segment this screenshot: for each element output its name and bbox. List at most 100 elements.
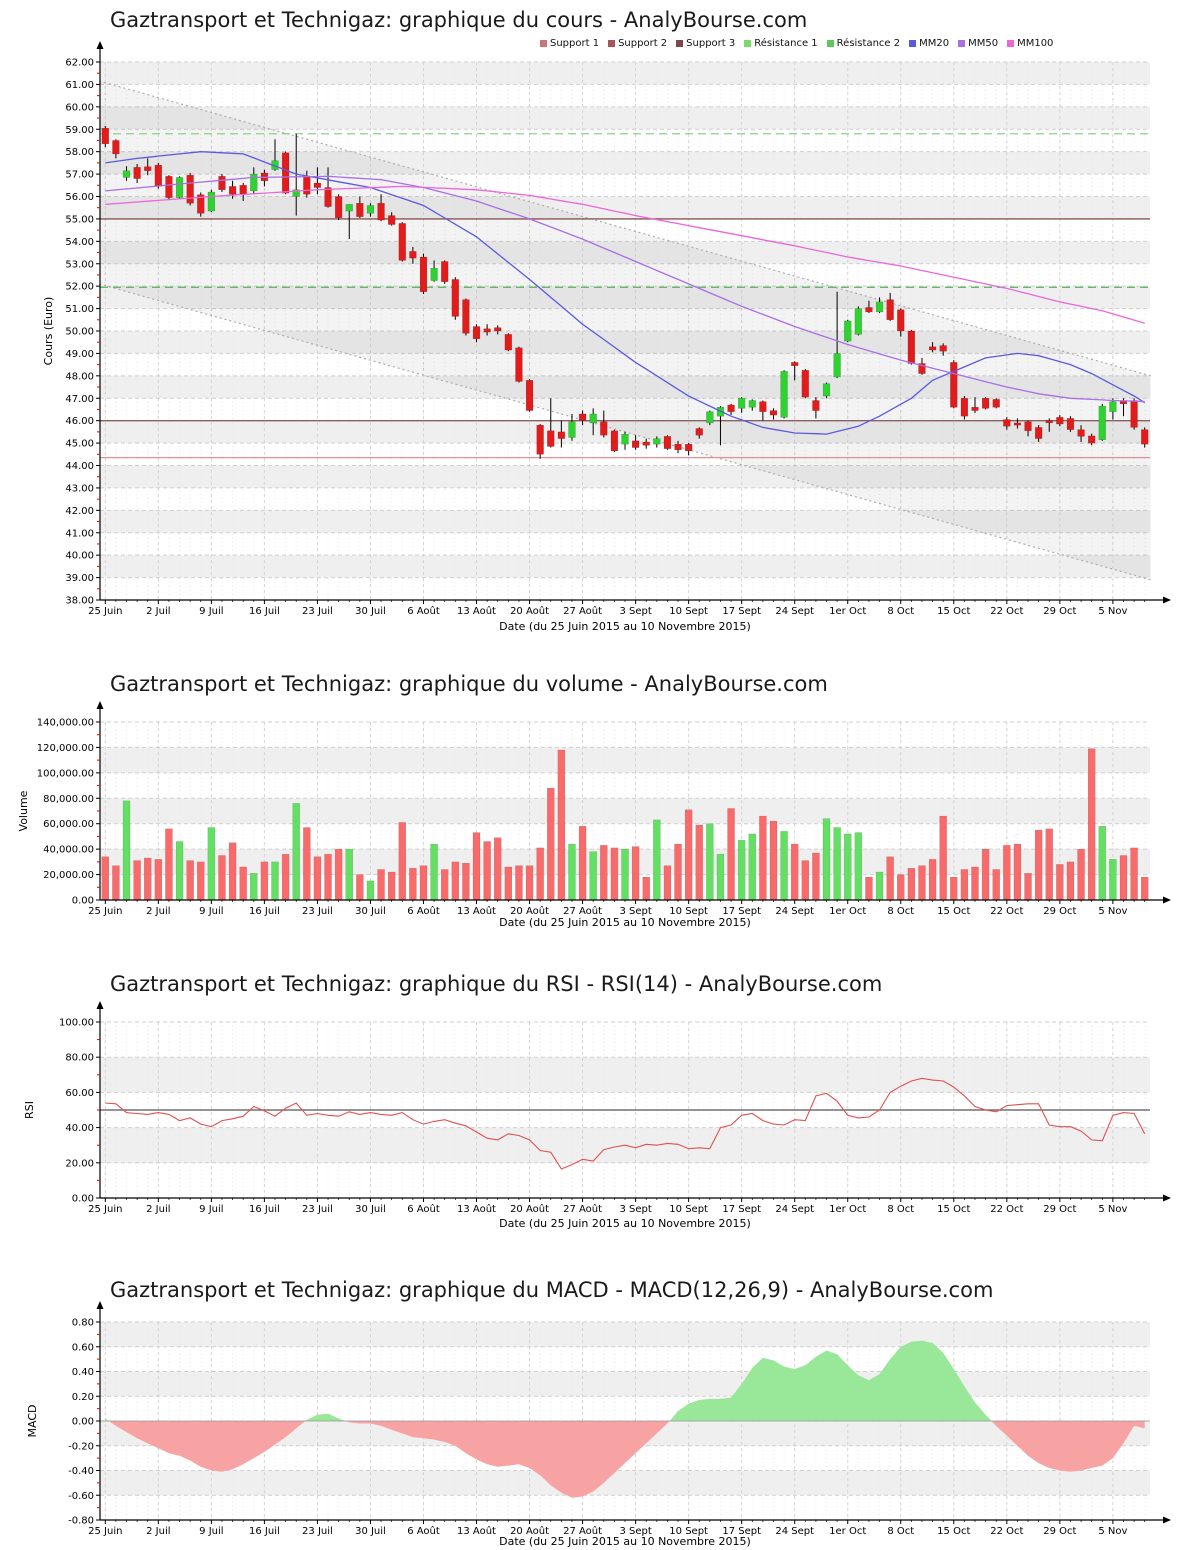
svg-text:24 Sept: 24 Sept	[775, 1204, 814, 1215]
svg-text:58.00: 58.00	[65, 147, 94, 158]
rsi-line-chart: 0.00 20.00 40.00 60.00 80.00 100.00 25 Juin 2 J…	[23, 1001, 1171, 1215]
legend-label: Support 1	[550, 38, 600, 49]
svg-text:25 Juin: 25 Juin	[88, 1204, 122, 1215]
svg-text:57.00: 57.00	[65, 170, 94, 181]
legend-label: MM20	[919, 38, 950, 49]
svg-text:59.00: 59.00	[65, 125, 94, 136]
svg-text:0.40: 0.40	[72, 1367, 94, 1378]
svg-text:0.20: 0.20	[72, 1392, 94, 1403]
svg-text:52.00: 52.00	[65, 282, 94, 293]
svg-text:5 Nov: 5 Nov	[1098, 906, 1127, 917]
svg-text:1er Oct: 1er Oct	[829, 1526, 866, 1537]
svg-text:40,000.00: 40,000.00	[43, 845, 94, 856]
svg-text:13 Août: 13 Août	[457, 905, 496, 917]
svg-text:16 Juil: 16 Juil	[249, 906, 280, 917]
svg-text:56.00: 56.00	[65, 192, 94, 203]
svg-text:25 Juin: 25 Juin	[88, 1526, 122, 1537]
svg-text:10 Sept: 10 Sept	[669, 906, 708, 917]
svg-text:30 Juil: 30 Juil	[355, 906, 386, 917]
legend-swatch-icon	[909, 40, 917, 47]
svg-text:42.00: 42.00	[65, 506, 94, 517]
macd-chart-title: Gaztransport et Technigaz: graphique du …	[110, 1278, 994, 1302]
svg-text:9 Juil: 9 Juil	[199, 1526, 223, 1537]
svg-text:3 Sept: 3 Sept	[619, 1526, 651, 1537]
svg-text:60,000.00: 60,000.00	[43, 819, 94, 830]
svg-text:29 Oct: 29 Oct	[1043, 906, 1076, 917]
svg-text:100.00: 100.00	[59, 1018, 94, 1029]
svg-text:8 Oct: 8 Oct	[887, 906, 914, 917]
svg-text:22 Oct: 22 Oct	[990, 1204, 1023, 1215]
svg-text:17 Sept: 17 Sept	[722, 906, 761, 917]
svg-text:51.00: 51.00	[65, 304, 94, 315]
svg-text:15 Oct: 15 Oct	[937, 1204, 970, 1215]
legend-swatch-icon	[540, 40, 547, 47]
legend-swatch-icon	[1007, 40, 1015, 47]
svg-text:100,000.00: 100,000.00	[37, 768, 94, 779]
svg-text:29 Oct: 29 Oct	[1043, 606, 1076, 617]
svg-text:22 Oct: 22 Oct	[990, 906, 1023, 917]
svg-text:55.00: 55.00	[65, 214, 94, 225]
svg-text:20.00: 20.00	[65, 1158, 94, 1169]
svg-text:39.00: 39.00	[65, 573, 94, 584]
svg-text:8 Oct: 8 Oct	[887, 1526, 914, 1537]
svg-text:16 Juil: 16 Juil	[249, 1526, 280, 1537]
svg-text:29 Oct: 29 Oct	[1043, 1204, 1076, 1215]
svg-text:30 Juil: 30 Juil	[355, 1204, 386, 1215]
svg-text:5 Nov: 5 Nov	[1098, 606, 1127, 617]
svg-text:120,000.00: 120,000.00	[37, 743, 94, 754]
svg-text:61.00: 61.00	[65, 80, 94, 91]
svg-text:0.00: 0.00	[72, 1417, 94, 1428]
svg-text:20 Août: 20 Août	[510, 1525, 549, 1537]
svg-text:15 Oct: 15 Oct	[937, 1526, 970, 1537]
svg-text:25 Juin: 25 Juin	[88, 606, 122, 617]
svg-text:22 Oct: 22 Oct	[990, 606, 1023, 617]
legend-label: MM50	[968, 38, 999, 49]
legend-label: MM100	[1017, 38, 1054, 49]
svg-price-ylabel: Cours (Euro)	[42, 297, 55, 366]
svg-text:6 Août: 6 Août	[407, 1203, 440, 1215]
legend-item: Support 3	[676, 38, 735, 49]
svg-text:8 Oct: 8 Oct	[887, 1204, 914, 1215]
svg-text:29 Oct: 29 Oct	[1043, 1526, 1076, 1537]
svg-text:44.00: 44.00	[65, 461, 94, 472]
svg-text:25 Juin: 25 Juin	[88, 906, 122, 917]
legend-swatch-icon	[826, 40, 834, 47]
svg-text:140,000.00: 140,000.00	[37, 718, 94, 729]
svg-text:0.00: 0.00	[72, 1194, 94, 1205]
svg-text:20 Août: 20 Août	[510, 605, 549, 617]
legend-item: Support 1	[540, 38, 599, 49]
svg-text:17 Sept: 17 Sept	[722, 1204, 761, 1215]
svg-text:27 Août: 27 Août	[563, 1203, 602, 1215]
svg-text:48.00: 48.00	[65, 371, 94, 382]
svg-text:24 Sept: 24 Sept	[775, 1526, 814, 1537]
svg-text:40.00: 40.00	[65, 1123, 94, 1134]
svg-volume-ylabel: Volume	[17, 790, 30, 831]
svg-text:38.00: 38.00	[65, 596, 94, 607]
svg-macd-ylabel: MACD	[26, 1405, 39, 1438]
svg-text:80,000.00: 80,000.00	[43, 794, 94, 805]
svg-text:3 Sept: 3 Sept	[619, 906, 651, 917]
svg-text:5 Nov: 5 Nov	[1098, 1204, 1127, 1215]
price-candlestick-chart: 38.00 39.00 40.00 41.00 42.00 43.00 44.00 45.00…	[42, 41, 1171, 617]
svg-text:53.00: 53.00	[65, 259, 94, 270]
rsi-xaxis-caption: Date (du 25 Juin 2015 au 10 Novembre 201…	[499, 1217, 751, 1230]
svg-text:54.00: 54.00	[65, 237, 94, 248]
legend-item: Résistance 1	[744, 38, 818, 49]
svg-text:20 Août: 20 Août	[510, 1203, 549, 1215]
legend-swatch-icon	[958, 40, 966, 47]
svg-text:47.00: 47.00	[65, 394, 94, 405]
svg-text:3 Sept: 3 Sept	[619, 1204, 651, 1215]
svg-text:0.00: 0.00	[72, 896, 94, 907]
svg-text:17 Sept: 17 Sept	[722, 606, 761, 617]
svg-text:20,000.00: 20,000.00	[43, 870, 94, 881]
legend-label: Support 3	[686, 38, 736, 49]
volume-bar-chart: 0.00 20,000.00 40,000.00 60,000.00 80,000.00…	[17, 701, 1171, 917]
svg-text:27 Août: 27 Août	[563, 1525, 602, 1537]
svg-text:27 Août: 27 Août	[563, 605, 602, 617]
legend-label: Résistance 2	[836, 38, 901, 49]
svg-text:24 Sept: 24 Sept	[775, 606, 814, 617]
svg-text:23 Juil: 23 Juil	[302, 1526, 333, 1537]
svg-text:15 Oct: 15 Oct	[937, 606, 970, 617]
svg-text:6 Août: 6 Août	[407, 1525, 440, 1537]
